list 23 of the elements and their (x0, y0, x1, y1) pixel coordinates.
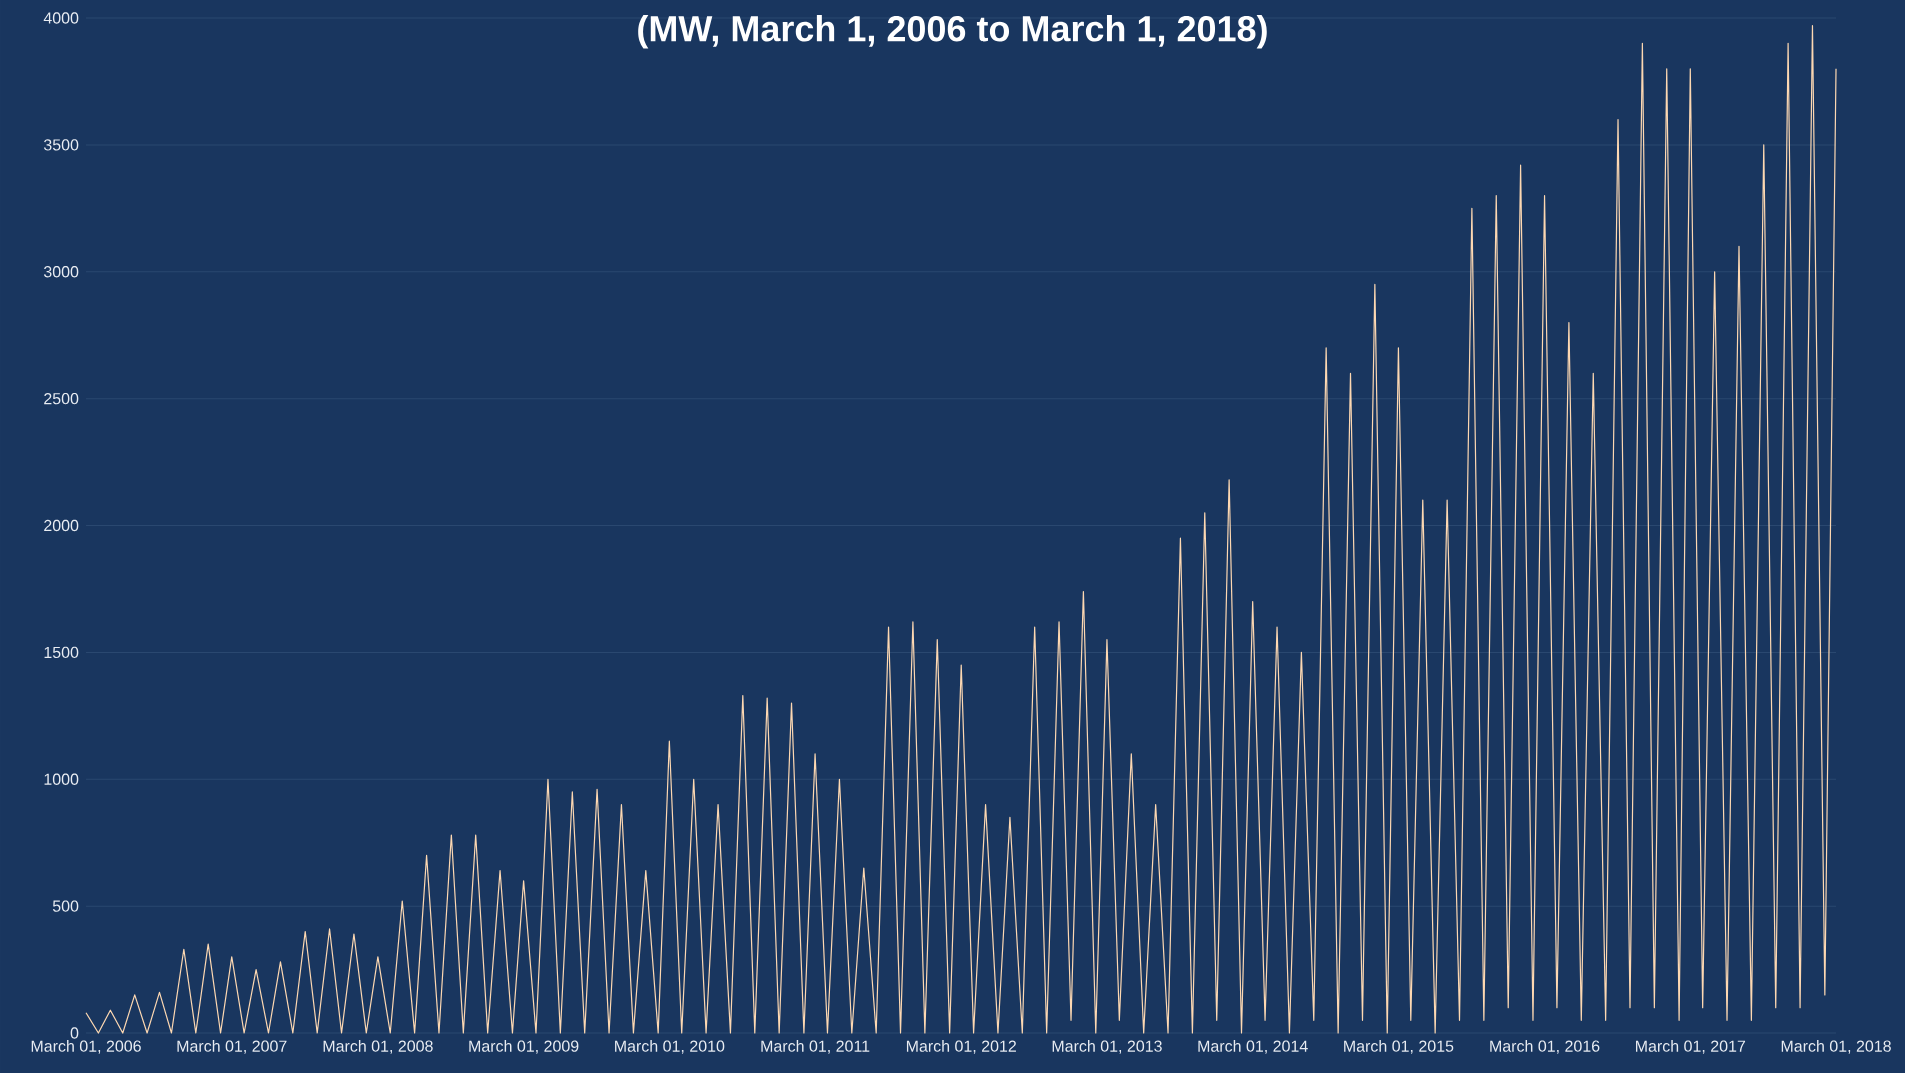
x-tick-label: March 01, 2015 (1344, 1040, 1454, 1054)
y-tick-label: 500 (52, 900, 79, 912)
y-tick-label: 1500 (44, 646, 79, 659)
y-tick-label: 2500 (44, 392, 79, 405)
x-tick-label: March 01, 2012 (906, 1040, 1016, 1054)
x-tick-label: March 01, 2007 (177, 1040, 287, 1054)
y-tick-label: 2000 (44, 519, 79, 532)
x-tick-label: March 01, 2013 (1052, 1040, 1162, 1054)
chart-title: (MW, March 1, 2006 to March 1, 2018) (638, 15, 1267, 49)
x-tick-label: March 01, 2018 (1781, 1040, 1891, 1054)
y-tick-label: 4000 (43, 12, 79, 24)
y-tick-label: 3000 (43, 266, 79, 278)
y-tick-label: 1000 (44, 773, 79, 785)
x-tick-label: March 01, 2008 (323, 1040, 433, 1054)
x-tick-label: March 01, 2014 (1198, 1040, 1308, 1054)
x-tick-label: March 01, 2011 (761, 1040, 870, 1054)
x-tick-label: March 01, 2016 (1490, 1040, 1600, 1054)
x-tick-label: March 01, 2010 (615, 1040, 725, 1054)
x-tick-label: March 01, 2009 (469, 1040, 579, 1054)
x-tick-label: March 01, 2017 (1636, 1040, 1746, 1054)
x-tick-label: March 01, 2006 (31, 1040, 141, 1054)
y-tick-label: 0 (70, 1027, 79, 1039)
y-tick-label: 3500 (43, 139, 79, 151)
